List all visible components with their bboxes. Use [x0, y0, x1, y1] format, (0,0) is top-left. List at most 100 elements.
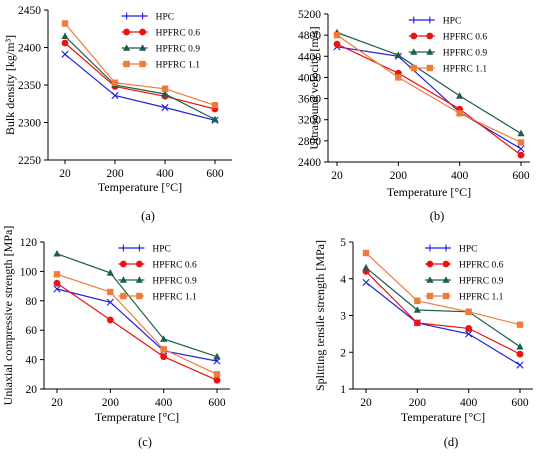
- x-axis-label: Temperature [°C]: [98, 180, 182, 194]
- chart-panel-b: 2400 2800 3200 3600 4000 4400 4800 5200 20 200 400…: [298, 9, 530, 223]
- data-point: [106, 298, 114, 306]
- y-tick-label: 2800: [298, 136, 321, 148]
- legend-label: HPC: [152, 245, 170, 255]
- data-point: [111, 91, 119, 100]
- legend-marker: [426, 244, 434, 252]
- series-hpfrc-1-1: [362, 249, 524, 328]
- y-tick-label: 120: [20, 237, 38, 249]
- data-point: [394, 51, 402, 59]
- series-hpfrc-0-9: [61, 32, 219, 123]
- y-tick-label: 4800: [298, 30, 321, 42]
- data-point: [53, 279, 61, 287]
- x-tick-label: 600: [512, 170, 530, 182]
- data-point: [106, 316, 114, 324]
- data-point: [106, 269, 114, 276]
- y-tick-label: 20: [26, 384, 38, 396]
- x-tick-label: 20: [360, 397, 372, 409]
- legend-marker: [442, 276, 450, 283]
- legend-marker: [135, 244, 143, 252]
- y-tick-label: 2300: [18, 118, 41, 130]
- data-point: [61, 50, 69, 58]
- data-point: [211, 102, 219, 109]
- x-tick-label: 200: [409, 397, 427, 409]
- data-point: [61, 39, 69, 47]
- legend-label: HPFRC 0.6: [443, 33, 488, 43]
- legend: HPC HPFRC 0.6 HPFRC 0.9 HPFRC 1.1: [425, 244, 504, 303]
- legend-marker: [410, 64, 417, 72]
- legend-label: HPC: [459, 245, 477, 255]
- panel-label: (a): [141, 209, 155, 223]
- x-tick-label: 400: [156, 168, 174, 180]
- legend-label: HPFRC 0.6: [459, 261, 504, 271]
- data-point: [362, 249, 370, 257]
- data-point: [516, 350, 524, 358]
- legend-marker: [123, 60, 130, 68]
- data-point: [213, 352, 221, 360]
- series-line: [336, 46, 522, 150]
- x-tick-label: 600: [208, 397, 226, 409]
- legend: HPC HPFRC 0.6 HPFRC 0.9 HPFRC 1.1: [408, 16, 488, 75]
- data-point: [333, 31, 341, 39]
- legend-marker: [139, 60, 146, 68]
- legend-marker: [426, 32, 434, 40]
- data-point: [362, 263, 370, 271]
- y-tick-label: 4: [340, 274, 346, 286]
- legend-marker: [139, 12, 147, 20]
- legend-label: HPFRC 0.9: [459, 277, 504, 287]
- legend-marker: [426, 16, 434, 24]
- legend-marker: [426, 48, 434, 55]
- legend-marker: [426, 64, 433, 72]
- legend-marker: [139, 44, 147, 51]
- legend-marker: [442, 292, 450, 300]
- data-point: [161, 85, 169, 92]
- data-point: [161, 90, 169, 97]
- series-hpfrc-0-6: [333, 40, 525, 159]
- legend-label: HPFRC 1.1: [156, 61, 201, 71]
- legend-marker: [123, 44, 131, 51]
- series-hpc: [53, 285, 221, 365]
- x-tick-label: 400: [460, 397, 478, 409]
- y-axis-label: Ultrasound velocity [m/s]: [307, 26, 321, 149]
- series-hpfrc-1-1: [53, 271, 221, 378]
- legend-marker: [123, 12, 131, 20]
- series-line: [336, 34, 522, 143]
- panel-label: (d): [444, 435, 459, 449]
- legend-label: HPFRC 1.1: [152, 293, 197, 303]
- legend-label: HPFRC 0.9: [443, 49, 488, 59]
- y-tick-label: 100: [20, 266, 38, 278]
- y-axis-label: Bulk density [kg/m³]: [3, 35, 17, 135]
- series-hpfrc-1-1: [61, 20, 219, 109]
- y-tick-label: 3600: [298, 94, 321, 106]
- legend-marker: [426, 276, 434, 283]
- legend-marker: [123, 28, 130, 36]
- legend-marker: [135, 276, 143, 283]
- legend-marker: [119, 276, 127, 283]
- x-tick-label: 400: [451, 170, 469, 182]
- data-point: [61, 32, 69, 40]
- series-hpfrc-1-1: [333, 31, 525, 146]
- legend-marker: [139, 28, 147, 36]
- x-tick-label: 200: [390, 170, 408, 182]
- x-tick-label: 600: [206, 168, 224, 180]
- data-point: [516, 342, 524, 350]
- data-point: [53, 271, 61, 278]
- series-line: [56, 282, 218, 381]
- data-point: [516, 321, 524, 328]
- x-tick-label: 20: [51, 397, 63, 409]
- x-tick-label: 20: [59, 168, 71, 180]
- chart-panel-a: 2250 2300 2350 2400 2450 20 200 400 600 HPC HPFRC …: [3, 5, 232, 223]
- data-point: [160, 353, 168, 361]
- data-point: [53, 249, 61, 257]
- legend-marker: [426, 260, 434, 268]
- data-point: [465, 330, 473, 338]
- series-hpfrc-0-6: [53, 279, 221, 384]
- y-tick-label: 40: [26, 355, 38, 367]
- legend-label: HPFRC 1.1: [459, 293, 504, 303]
- data-point: [111, 79, 119, 86]
- legend-marker: [410, 32, 418, 40]
- data-point: [456, 92, 464, 99]
- y-tick-label: 3: [340, 311, 346, 323]
- legend-label: HPC: [156, 13, 174, 23]
- data-point: [395, 74, 402, 81]
